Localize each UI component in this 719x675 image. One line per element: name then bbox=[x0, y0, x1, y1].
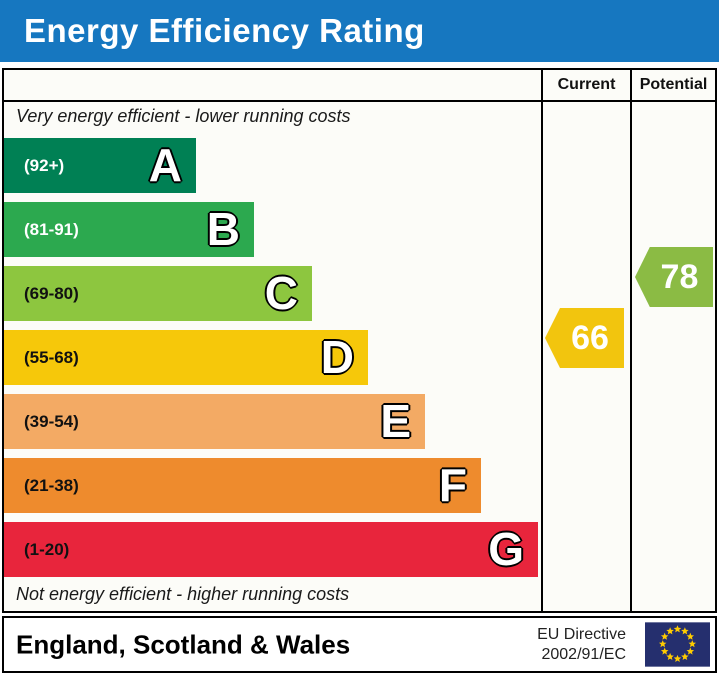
band-range-label: (55-68) bbox=[24, 348, 79, 367]
band-row-b: (81-91) B bbox=[4, 202, 254, 257]
band-row-e: (39-54) E bbox=[4, 394, 425, 449]
column-header-row: Current Potential bbox=[4, 70, 715, 102]
band-row-c: (69-80) C bbox=[4, 266, 312, 321]
band-row-g: (1-20) G bbox=[4, 522, 538, 577]
title-bar: Energy Efficiency Rating bbox=[0, 0, 719, 62]
band-range-label: (21-38) bbox=[24, 476, 79, 495]
band-range-label: (39-54) bbox=[24, 412, 79, 431]
band-row-a: (92+) A bbox=[4, 138, 196, 193]
eu-directive-label: EU Directive 2002/91/EC bbox=[537, 625, 626, 665]
potential-rating-value: 78 bbox=[660, 257, 699, 296]
band-row-f: (21-38) F bbox=[4, 458, 481, 513]
band-row-d: (55-68) D bbox=[4, 330, 368, 385]
band-range-label: (69-80) bbox=[24, 284, 79, 303]
band-range-label: (92+) bbox=[24, 156, 65, 175]
band-letter: E bbox=[380, 395, 411, 447]
footer-bar: England, Scotland & Wales EU Directive 2… bbox=[2, 616, 717, 673]
eu-directive-line2: 2002/91/EC bbox=[541, 646, 626, 663]
band-letter: G bbox=[488, 523, 524, 575]
eu-flag-icon bbox=[645, 622, 710, 667]
column-header-current: Current bbox=[557, 76, 616, 93]
current-rating-value: 66 bbox=[571, 318, 609, 357]
band-letter: B bbox=[206, 203, 240, 255]
band-letter: A bbox=[148, 139, 182, 191]
potential-column-divider bbox=[630, 70, 632, 611]
current-rating-arrow: 66 bbox=[545, 308, 624, 368]
current-column-divider bbox=[541, 70, 543, 611]
region-label: England, Scotland & Wales bbox=[16, 629, 351, 659]
epc-rating-chart: Current Potential Very energy efficient … bbox=[2, 68, 717, 613]
column-header-potential: Potential bbox=[639, 76, 708, 93]
band-letter: F bbox=[438, 459, 467, 511]
note-very-efficient: Very energy efficient - lower running co… bbox=[16, 106, 351, 126]
band-range-label: (81-91) bbox=[24, 220, 79, 239]
band-letter: C bbox=[264, 267, 298, 319]
note-not-efficient: Not energy efficient - higher running co… bbox=[16, 584, 350, 604]
band-letter: D bbox=[320, 331, 354, 383]
potential-rating-arrow: 78 bbox=[635, 247, 713, 307]
eu-directive-line1: EU Directive bbox=[537, 626, 626, 643]
page-title: Energy Efficiency Rating bbox=[24, 12, 425, 49]
band-range-label: (1-20) bbox=[24, 540, 70, 559]
